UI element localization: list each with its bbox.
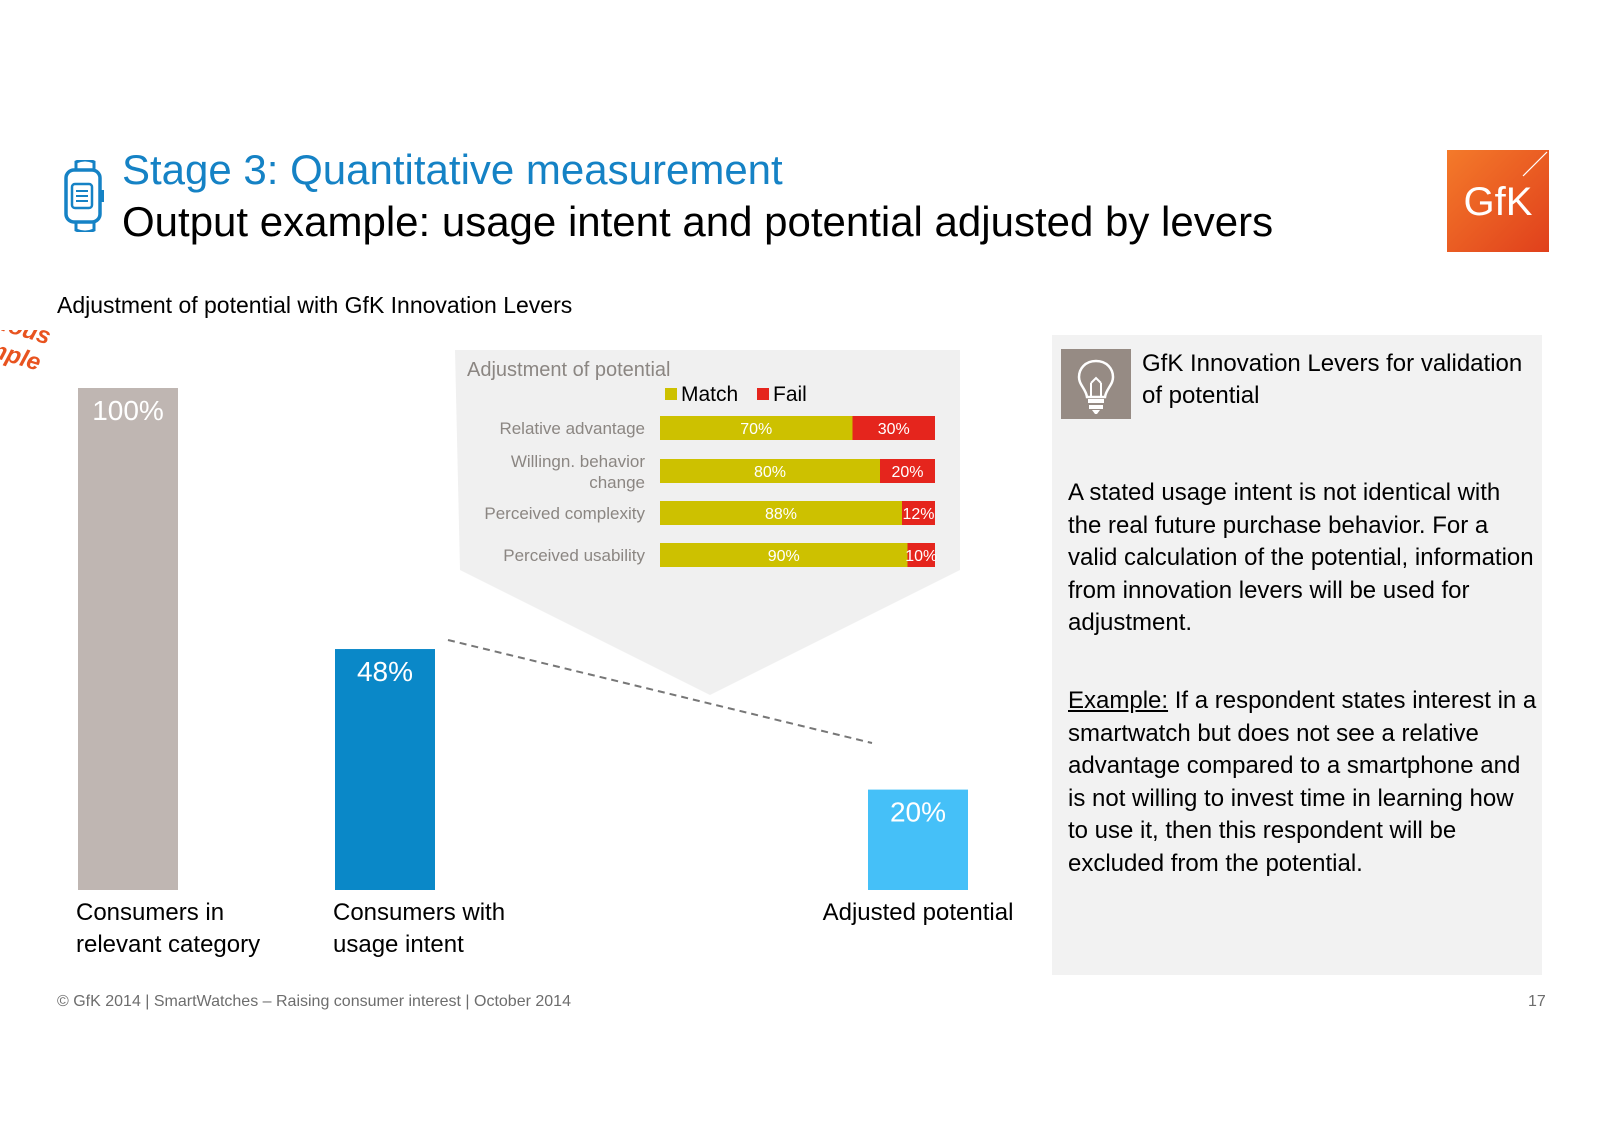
bar-value-label: 48% <box>357 656 413 687</box>
bar-1 <box>78 388 178 890</box>
legend-swatch-fail <box>757 388 769 400</box>
category-label: relevant category <box>76 931 260 958</box>
legend-label: Fail <box>773 383 807 406</box>
category-label: change <box>589 473 645 492</box>
segment-fail <box>880 459 935 483</box>
segment-match <box>660 459 880 483</box>
connector-dashed-line <box>447 639 873 744</box>
category-label: Consumers in <box>76 899 224 926</box>
category-label: Consumers with <box>333 899 505 926</box>
legend-swatch-match <box>665 388 677 400</box>
gfk-logo: GfK <box>1447 150 1549 252</box>
category-label: Perceived complexity <box>484 504 645 523</box>
page-number: 17 <box>1528 993 1546 1010</box>
page-title: Stage 3: Quantitative measurement <box>122 146 783 193</box>
segment-label: 80% <box>754 464 786 481</box>
fictitious-example-annotation: Fictitious example <box>0 330 60 379</box>
footer-text: © GfK 2014 | SmartWatches – Raising cons… <box>57 993 571 1010</box>
segment-match <box>660 416 853 440</box>
lightbulb-icon <box>1077 359 1115 414</box>
info-panel <box>1052 335 1542 975</box>
bar-value-label: 20% <box>890 797 946 828</box>
segment-label: 30% <box>878 421 910 438</box>
segment-label: 70% <box>740 421 772 438</box>
panel-title: GfK Innovation Levers for validation of … <box>1142 350 1523 409</box>
segment-label: 90% <box>768 548 800 565</box>
example-label: Example: <box>1068 687 1169 714</box>
bar-3 <box>868 789 968 890</box>
category-label: Willingn. behavior <box>511 452 646 471</box>
bar-value-label: 100% <box>92 395 164 426</box>
category-label: Perceived usability <box>503 546 645 565</box>
potential-bar-chart: 100% Consumers in relevant category 48% Cons… <box>0 330 1014 958</box>
category-label: usage intent <box>333 931 464 958</box>
adjustment-callout-chart: Adjustment of potential Match Fail 70% 30%… <box>455 350 960 695</box>
panel-text: A stated usage intent is not identical w… <box>1068 479 1534 636</box>
segment-fail <box>852 416 935 440</box>
segment-label: 10% <box>905 548 937 565</box>
callout-title: Adjustment of potential <box>467 359 670 381</box>
page-subtitle: Output example: usage intent and potenti… <box>122 198 1274 245</box>
lightbulb-icon-box <box>1061 349 1131 419</box>
category-label: Relative advantage <box>499 419 645 438</box>
section-title: Adjustment of potential with GfK Innovat… <box>57 292 573 318</box>
example-text: If a respondent states interest in a sma… <box>1068 687 1537 877</box>
segment-label: 88% <box>765 506 797 523</box>
segment-fail <box>907 543 935 567</box>
segment-match <box>660 543 908 567</box>
segment-match <box>660 501 902 525</box>
segment-fail <box>902 501 935 525</box>
panel-example: Example: If a respondent states interest… <box>1068 685 1538 880</box>
legend-label: Match <box>681 383 738 406</box>
logo-text: GfK <box>1464 180 1533 224</box>
category-label: Adjusted potential <box>823 899 1014 926</box>
bar-2 <box>335 649 435 890</box>
segment-label: 20% <box>891 464 923 481</box>
segment-label: 12% <box>902 506 934 523</box>
smartwatch-icon <box>64 160 104 232</box>
